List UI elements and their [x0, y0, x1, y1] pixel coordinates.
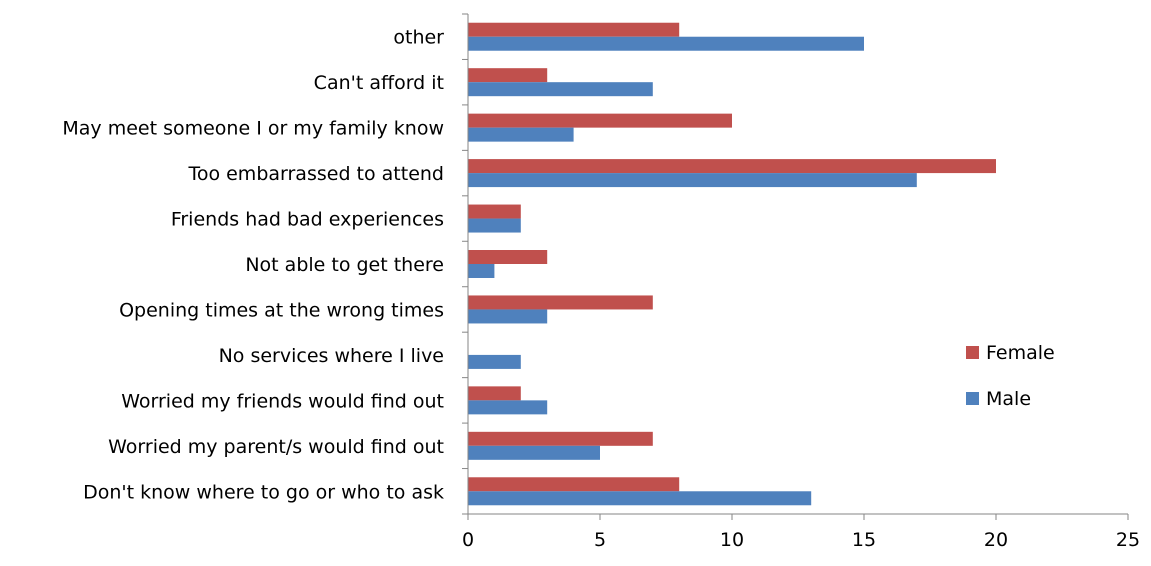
x-tick-label: 25 [1116, 529, 1140, 551]
legend-label-male: Male [986, 388, 1031, 410]
category-label: Worried my parent/s would find out [108, 436, 444, 458]
x-tick-label: 0 [462, 529, 474, 551]
category-label: Opening times at the wrong times [119, 299, 444, 321]
bar-female [468, 204, 521, 219]
x-tick-label: 20 [984, 529, 1008, 551]
bar-male [468, 354, 521, 369]
bar-female [468, 113, 732, 128]
category-label: Not able to get there [245, 254, 444, 276]
bar-male [468, 127, 574, 142]
bar-female [468, 431, 653, 446]
category-label: May meet someone I or my family know [62, 118, 444, 140]
category-label: Worried my friends would find out [121, 390, 444, 412]
category-label: Don't know where to go or who to ask [83, 481, 444, 503]
bar-female [468, 22, 680, 37]
x-tick-label: 5 [594, 529, 606, 551]
bar-male [468, 173, 917, 188]
category-label: Too embarrassed to attend [187, 163, 444, 185]
bar-female [468, 386, 521, 401]
bar-male [468, 309, 548, 324]
category-label: Friends had bad experiences [171, 209, 444, 231]
category-label: Can't afford it [314, 72, 444, 94]
bar-female [468, 477, 680, 492]
legend-label-female: Female [986, 342, 1055, 364]
bar-male [468, 36, 864, 51]
bar-female [468, 68, 548, 83]
bar-male [468, 82, 653, 97]
bar-male [468, 400, 548, 415]
x-tick-label: 10 [720, 529, 744, 551]
bar-male [468, 445, 600, 460]
category-label: other [393, 27, 444, 49]
legend-swatch-female [966, 346, 979, 359]
category-label: No services where I live [219, 345, 444, 367]
legend-swatch-male [966, 392, 979, 405]
bar-female [468, 159, 996, 174]
bar-female [468, 250, 548, 264]
bar-male [468, 491, 812, 506]
x-tick-label: 15 [852, 529, 876, 551]
bar-male [468, 218, 521, 233]
bar-male [468, 264, 495, 278]
bar-female [468, 295, 653, 310]
